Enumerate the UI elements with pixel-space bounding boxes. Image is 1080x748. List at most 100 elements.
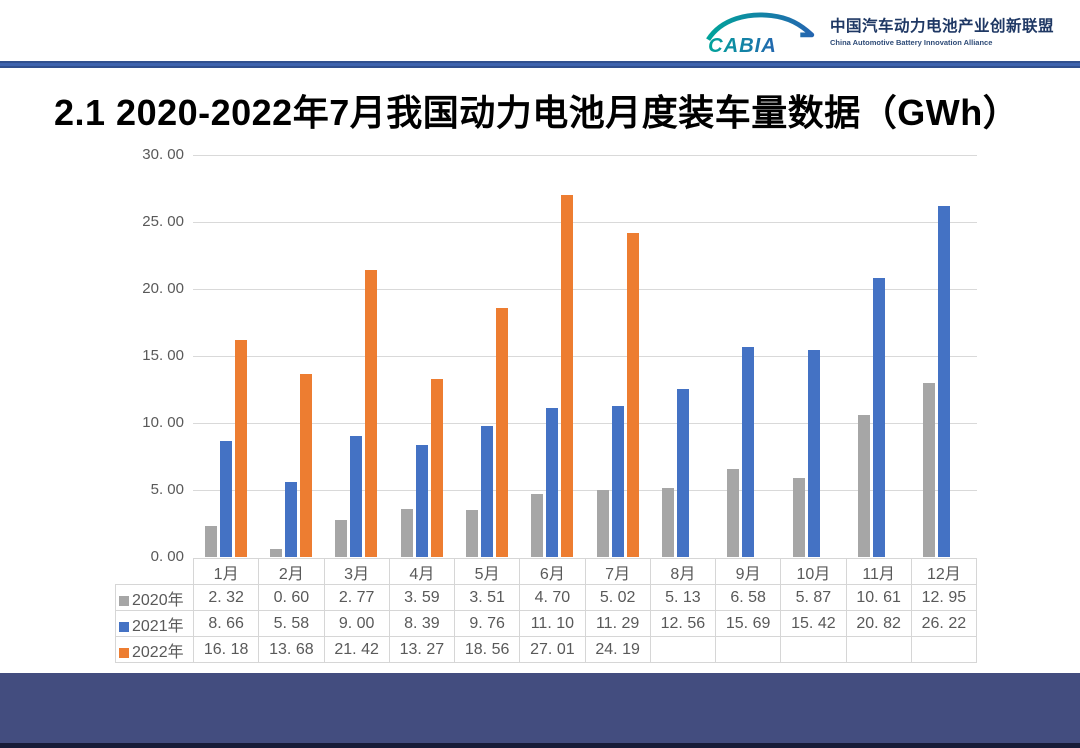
bar-2022年-7月	[626, 232, 639, 557]
month-header-10月: 10月	[780, 558, 847, 585]
y-axis-tick: 10. 00	[142, 414, 184, 431]
value-cell: 5. 02	[584, 584, 651, 611]
value-cell: 8. 39	[388, 610, 456, 637]
value-cell: 5. 58	[258, 610, 325, 637]
value-cell: 20. 82	[845, 610, 912, 637]
value-cell: 11. 29	[584, 610, 651, 637]
value-cell: 12. 95	[910, 584, 978, 611]
bar-2020年-3月	[335, 519, 348, 557]
month-header-6月: 6月	[519, 558, 586, 585]
bar-2022年-5月	[495, 308, 508, 557]
cabia-logo-icon: CABIA	[706, 12, 815, 55]
org-name-cn: 中国汽车动力电池产业创新联盟	[829, 18, 1054, 35]
org-name-block: 中国汽车动力电池产业创新联盟 China Automotive Battery …	[830, 14, 1054, 47]
month-header-2月: 2月	[258, 558, 325, 585]
month-header-7月: 7月	[584, 558, 651, 585]
value-cell: 18. 56	[453, 636, 521, 663]
bar-2020年-1月	[204, 525, 217, 557]
gridline	[193, 490, 977, 491]
bar-group-6月	[520, 155, 585, 557]
footer-bar	[0, 673, 1080, 748]
bar-2020年-8月	[661, 488, 674, 557]
page-title: 2.1 2020-2022年7月我国动力电池月度装车量数据（GWh）	[54, 92, 1020, 133]
value-cell: 8. 66	[192, 610, 260, 637]
gridline	[193, 289, 977, 290]
y-axis-tick: 5. 00	[150, 481, 184, 498]
bar-2021年-6月	[546, 408, 559, 557]
value-cell: 24. 19	[584, 636, 651, 663]
bar-2022年-6月	[561, 195, 574, 557]
bar-2021年-8月	[676, 388, 689, 557]
value-cell: 21. 42	[323, 636, 390, 663]
value-cell: 26. 22	[910, 610, 978, 637]
month-header-8月: 8月	[649, 558, 717, 585]
bar-group-4月	[389, 155, 454, 557]
legend-label: 2020年	[132, 591, 184, 609]
value-cell	[714, 636, 782, 663]
month-header-11月: 11月	[845, 558, 912, 585]
value-cell: 15. 69	[714, 610, 782, 637]
header: CABIA 中国汽车动力电池产业创新联盟 China Automotive Ba…	[0, 0, 1080, 61]
month-header-4月: 4月	[388, 558, 456, 585]
legend-swatch-icon	[119, 621, 129, 632]
value-cell: 9. 76	[453, 610, 521, 637]
value-cell	[780, 636, 847, 663]
bar-group-8月	[650, 155, 715, 557]
table-row-2022年: 2022年 16. 18 13. 68 21. 42 13. 27 18. 56 27. 0…	[115, 636, 978, 663]
bar-2020年-12月	[923, 383, 936, 557]
value-cell: 16. 18	[192, 636, 260, 663]
bar-group-7月	[585, 155, 650, 557]
legend-2021年: 2021年	[115, 610, 194, 637]
bar-2020年-5月	[465, 509, 478, 557]
bar-2021年-3月	[350, 436, 363, 557]
value-cell: 13. 27	[388, 636, 456, 663]
y-axis-tick: 25. 00	[142, 213, 184, 230]
bar-group-5月	[454, 155, 519, 557]
value-cell: 6. 58	[714, 584, 782, 611]
bar-group-12月	[912, 155, 977, 557]
bar-2021年-7月	[611, 405, 624, 557]
gridline	[193, 222, 977, 223]
y-axis-tick: 15. 00	[142, 347, 184, 364]
bar-2020年-7月	[596, 489, 609, 557]
bar-2022年-3月	[365, 269, 378, 557]
bar-2021年-11月	[872, 278, 885, 557]
bar-2020年-9月	[727, 468, 740, 557]
y-axis-tick: 0. 00	[150, 548, 184, 565]
table-corner	[116, 559, 194, 585]
table-header-row: 1月 2月 3月 4月 5月 6月 7月 8月 9月 10月 11月 12月	[116, 558, 978, 585]
legend-swatch-icon	[119, 647, 129, 658]
bar-2020年-10月	[792, 478, 805, 557]
bar-2022年-2月	[299, 373, 312, 557]
value-cell: 15. 42	[780, 610, 847, 637]
bar-group-2月	[258, 155, 323, 557]
bar-group-3月	[324, 155, 389, 557]
bar-2021年-9月	[742, 346, 755, 557]
legend-label: 2022年	[132, 643, 184, 661]
value-cell: 9. 00	[323, 610, 390, 637]
value-cell: 12. 56	[649, 610, 717, 637]
bar-2021年-2月	[284, 482, 297, 557]
value-cell: 2. 77	[323, 584, 390, 611]
month-header-12月: 12月	[910, 558, 978, 585]
value-cell: 11. 10	[519, 610, 586, 637]
value-cell: 5. 13	[649, 584, 717, 611]
value-cell	[649, 636, 717, 663]
bar-group-9月	[716, 155, 781, 557]
value-cell: 0. 60	[258, 584, 325, 611]
value-cell: 10. 61	[845, 584, 912, 611]
data-table: 1月 2月 3月 4月 5月 6月 7月 8月 9月 10月 11月 12月 2020年 2. 32 0. …	[115, 558, 978, 663]
bar-2021年-4月	[415, 444, 428, 557]
bar-2021年-10月	[807, 350, 820, 557]
bar-2020年-4月	[400, 508, 413, 557]
bar-group-1月	[193, 155, 258, 557]
chart-plot-area	[193, 155, 977, 557]
gridline	[193, 356, 977, 357]
month-header-1月: 1月	[192, 558, 260, 585]
value-cell: 4. 70	[519, 584, 586, 611]
bar-2021年-12月	[938, 205, 951, 557]
bar-2022年-1月	[234, 340, 247, 557]
legend-2022年: 2022年	[115, 636, 194, 663]
